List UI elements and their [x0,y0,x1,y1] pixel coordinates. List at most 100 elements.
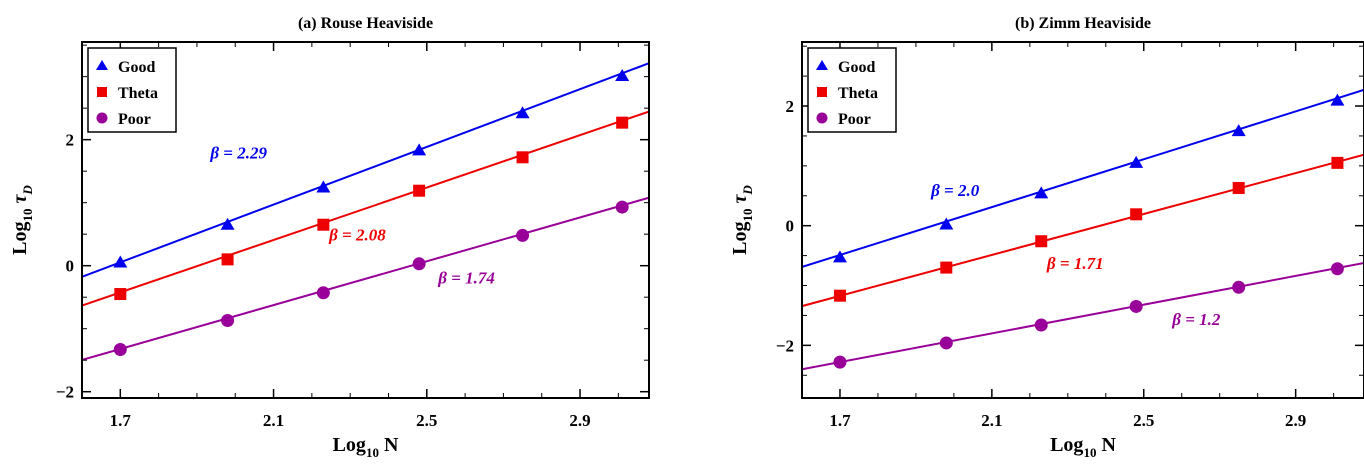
data-point-good [1129,155,1144,168]
legend-label-poor: Poor [118,111,151,128]
plot-frame [81,41,650,399]
legend-label-theta: Theta [118,85,158,102]
legend-marker-good [96,60,108,70]
x-axis-label-var: N [384,434,399,456]
y-tick-label: 2 [66,131,75,150]
x-tick-label: 2.5 [1133,411,1154,430]
chart-title: (b) Zimm Heaviside [1015,15,1151,32]
data-point-theta [317,218,330,231]
data-point-theta [221,253,234,266]
y-tick-label: −2 [776,336,794,355]
x-axis-label-log: Log [333,434,366,456]
chart-panel-b: (b) Zimm Heaviside β = 2.0 β = 1.71 β = 1.2… [729,15,1364,460]
data-point-poor [412,257,426,271]
fit-line-theta [802,153,1364,308]
data-point-theta [1035,235,1048,248]
x-axis-label-var: N [1101,434,1116,456]
y-axis-label-tau-sub: D [740,185,755,196]
slope-label-good: β = 2.29 [209,144,267,163]
legend-marker-poor [816,112,828,124]
data-point-theta [1331,156,1344,169]
legend-label-theta: Theta [838,85,878,102]
y-tick-label: 0 [66,257,75,276]
data-point-poor [1232,280,1246,294]
y-axis-label-tau: τ [729,193,751,203]
x-axis-label-sub: 10 [366,445,379,460]
y-axis-label: Log10 τD [729,185,755,255]
data-point-poor [516,228,530,242]
data-point-poor [615,200,629,214]
legend-marker-theta [817,87,827,97]
data-point-good [113,255,128,268]
slope-label-poor: β = 1.2 [1171,310,1221,329]
fit-line-theta [82,110,649,307]
data-point-poor [1034,318,1048,332]
y-axis-label-tau: τ [9,193,31,203]
y-axis-label: Log10 τD [9,185,35,255]
data-point-good [1330,93,1345,106]
y-tick-label: 2 [786,97,795,116]
data-point-theta [516,151,529,164]
data-point-theta [114,288,127,301]
x-tick-label: 2.1 [981,411,1002,430]
slope-label-poor: β = 1.74 [437,268,495,287]
y-axis-label-log: Log [9,221,31,254]
slope-label-theta: β = 1.71 [1046,254,1104,273]
chart-title: (a) Rouse Heaviside [298,15,433,32]
data-point-good [316,180,331,193]
y-axis-label-tau-sub: D [20,185,35,196]
data-point-good [832,250,847,263]
x-tick-label: 2.9 [569,411,590,430]
data-point-good [220,217,235,230]
fit-line-poor [82,196,649,361]
data-point-good [939,217,954,230]
fit-line-good [802,88,1364,268]
data-point-good [1231,124,1246,137]
data-point-good [1034,186,1049,199]
y-axis-label-log: Log [729,221,751,254]
data-point-good [515,106,530,119]
x-axis-label: Log10 N [1050,434,1116,460]
x-tick-label: 1.7 [829,411,851,430]
legend-marker-theta [97,87,107,97]
x-axis-label-sub: 10 [1083,445,1096,460]
slope-label-good: β = 2.0 [930,181,980,200]
data-point-poor [221,313,235,327]
x-tick-label: 2.5 [416,411,437,430]
x-tick-label: 2.9 [1285,411,1306,430]
data-point-theta [1232,181,1245,194]
data-point-theta [833,289,846,302]
data-point-theta [413,184,426,197]
data-point-theta [1130,208,1143,221]
x-axis-label-log: Log [1050,434,1083,456]
x-tick-label: 2.1 [263,411,284,430]
legend-label-good: Good [838,59,875,76]
legend-marker-poor [96,112,108,124]
data-point-poor [1330,262,1344,276]
x-axis-label: Log10 N [333,434,399,460]
fit-line-good [82,62,649,278]
y-axis-label-sub: 10 [740,208,755,221]
y-axis-label-sub: 10 [20,208,35,221]
data-point-theta [940,261,953,274]
fit-line-poor [802,262,1364,371]
data-point-poor [833,355,847,369]
x-tick-label: 1.7 [110,411,132,430]
y-tick-label: 0 [786,217,795,236]
legend-label-poor: Poor [838,111,871,128]
data-point-poor [939,336,953,350]
plot-frame [801,41,1364,399]
legend-label-good: Good [118,59,155,76]
chart-panel-a: (a) Rouse Heaviside β = 2.29 β = 2.08 β = 1… [9,15,650,460]
data-point-theta [616,116,629,129]
data-point-poor [1129,299,1143,313]
y-tick-label: −2 [56,383,74,402]
slope-label-theta: β = 2.08 [328,225,386,244]
data-point-poor [113,342,127,356]
legend-marker-good [816,60,828,70]
data-point-good [615,69,630,82]
data-point-good [412,143,427,156]
data-point-poor [316,286,330,300]
